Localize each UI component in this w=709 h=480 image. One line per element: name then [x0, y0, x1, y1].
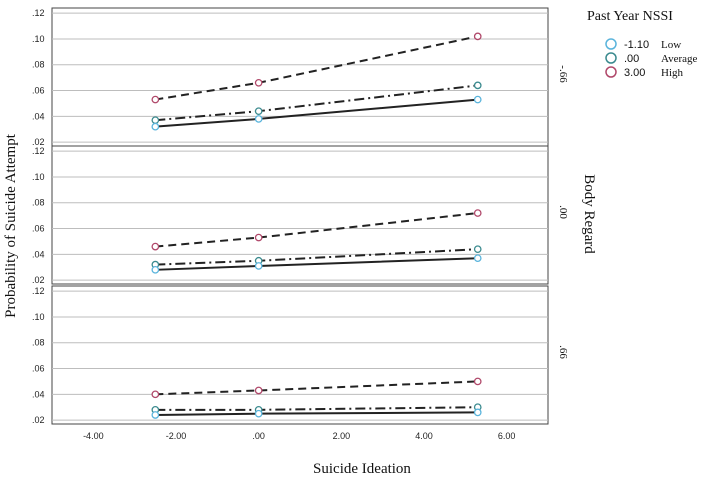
y-tick-label: .06 — [32, 224, 45, 234]
facet-row-label: -.66 — [557, 65, 569, 83]
y-tick-label: .12 — [32, 286, 45, 296]
data-point-high — [473, 32, 482, 41]
x-tick-label: 6.00 — [498, 431, 516, 441]
legend-marker-average — [605, 52, 617, 64]
data-point-low — [254, 409, 263, 418]
panel-3: .02 .04 .06 .08 .10 .12 .66 — [32, 285, 569, 425]
legend-value: 3.00 — [624, 67, 645, 79]
data-point-average — [151, 116, 160, 125]
data-point-average — [473, 245, 482, 254]
legend-label: High — [661, 67, 684, 79]
y-axis-title: Probability of Suicide Attempt — [3, 133, 19, 318]
y-tick-label: .08 — [32, 338, 45, 348]
data-point-average — [473, 81, 482, 90]
data-point-high — [151, 242, 160, 251]
y-tick-label: .02 — [32, 415, 45, 425]
data-point-high — [151, 390, 160, 399]
data-point-low — [151, 411, 160, 419]
data-point-low — [473, 408, 482, 417]
y-tick-label: .12 — [32, 146, 45, 156]
x-tick-label: -2.00 — [166, 431, 187, 441]
y-tick-label: .08 — [32, 60, 45, 70]
y-tick-label: .12 — [32, 8, 45, 18]
panel-2: .02 .04 .06 .08 .10 .12 .00 — [32, 145, 569, 285]
data-point-high — [254, 386, 263, 395]
panel-1: .02 .04 .06 .08 .10 .12 -.66 — [32, 7, 569, 147]
y-tick-label: .04 — [32, 389, 45, 399]
x-tick-label: -4.00 — [83, 431, 104, 441]
data-point-high — [473, 209, 482, 217]
x-tick-label: 4.00 — [415, 431, 433, 441]
x-axis-title: Suicide Ideation — [313, 461, 411, 477]
data-point-low — [254, 115, 263, 123]
y-tick-label: .04 — [32, 111, 45, 121]
data-point-low — [151, 122, 160, 131]
panels-group: .02 .04 .06 .08 .10 .12 -.66 .02 .04 .06 .08 .10 .12… — [32, 7, 569, 425]
data-point-high — [254, 78, 263, 87]
panel-frame — [51, 145, 549, 285]
legend-label: Low — [661, 39, 681, 51]
data-point-high — [254, 233, 263, 242]
legend-title: Past Year NSSI — [587, 9, 673, 24]
facet-title: Body Regard — [581, 174, 597, 254]
series-line-average — [155, 248, 478, 266]
series-line-low — [155, 411, 478, 416]
series-line-high — [155, 380, 478, 396]
data-point-high — [151, 95, 160, 104]
y-tick-label: .10 — [32, 312, 45, 322]
series-line-average — [155, 406, 478, 411]
legend-value: -1.10 — [624, 39, 649, 51]
series-line-high — [155, 212, 478, 248]
legend-marker-high — [605, 66, 617, 78]
y-tick-label: .02 — [32, 275, 45, 285]
legend-marker-low — [605, 38, 617, 50]
y-tick-label: .06 — [32, 364, 45, 374]
panel-frame — [51, 7, 549, 147]
y-tick-label: .10 — [32, 172, 45, 182]
facet-row-label: .66 — [557, 345, 569, 359]
y-tick-label: .10 — [32, 34, 45, 44]
series-line-low — [155, 257, 478, 271]
data-point-low — [254, 262, 263, 270]
legend-label: Average — [661, 53, 698, 65]
panel-frame — [51, 285, 549, 425]
legend: Past Year NSSI -1.10 Low .00 Average 3.00 Hig… — [587, 9, 698, 79]
data-point-low — [473, 254, 482, 263]
data-point-low — [473, 95, 482, 104]
data-point-low — [151, 265, 160, 274]
y-tick-label: .04 — [32, 249, 45, 259]
facet-row-label: .00 — [557, 205, 569, 219]
x-axis-ticks: -4.00 -2.00 .00 2.00 4.00 6.00 — [83, 431, 515, 441]
legend-value: .00 — [624, 53, 639, 65]
y-tick-label: .08 — [32, 198, 45, 208]
data-point-high — [473, 377, 482, 386]
data-point-average — [254, 107, 263, 116]
y-tick-label: .06 — [32, 86, 45, 96]
x-tick-label: 2.00 — [333, 431, 351, 441]
y-tick-label: .02 — [32, 137, 45, 147]
x-tick-label: .00 — [252, 431, 265, 441]
